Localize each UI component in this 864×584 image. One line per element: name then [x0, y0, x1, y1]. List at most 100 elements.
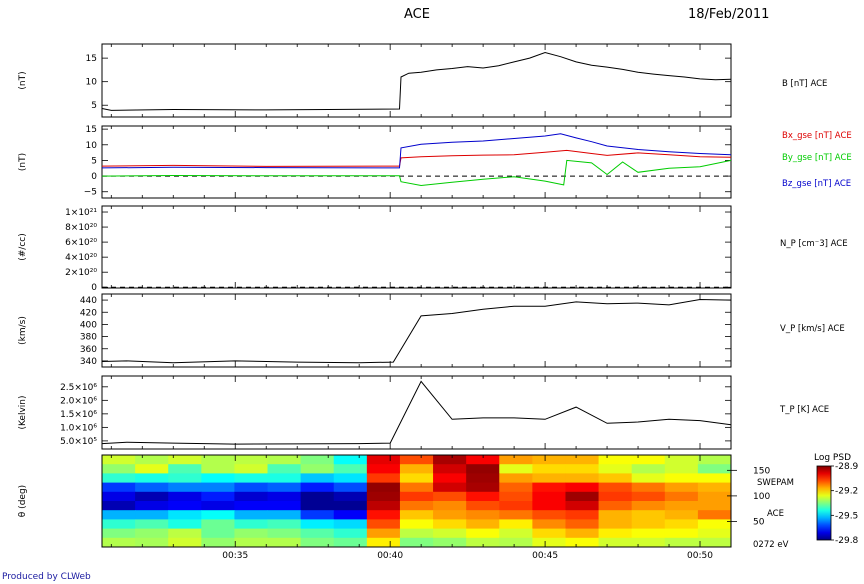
heatmap-cell	[135, 464, 169, 474]
heatmap-cell	[333, 528, 368, 539]
instrument-label: SWEPAM	[757, 478, 794, 488]
colorbar-title: Log PSD	[814, 453, 851, 463]
heatmap-cell	[697, 510, 732, 520]
heatmap-cell	[102, 482, 136, 493]
heatmap-cell	[201, 528, 235, 539]
heatmap-cell	[300, 455, 335, 465]
heatmap-cell	[399, 491, 434, 502]
panel-frame	[101, 375, 732, 450]
heatmap-cell	[168, 510, 202, 520]
y-tick-label: 150	[753, 466, 770, 476]
heatmap-cell	[168, 482, 202, 493]
heatmap-cell	[135, 519, 169, 530]
heatmap-cell	[631, 501, 666, 511]
heatmap-cell	[697, 537, 732, 548]
y-axis-label: (nT)	[18, 153, 28, 171]
y-tick-label: 0	[91, 283, 97, 293]
spacecraft-label: ACE	[767, 509, 784, 519]
heatmap-cell	[631, 455, 666, 465]
heatmap-cell	[234, 473, 269, 484]
heatmap-cell	[532, 528, 566, 539]
colorbar-tick-label: -29.5	[835, 511, 858, 521]
heatmap-cell	[466, 501, 500, 511]
x-tick-label: 00:35	[222, 551, 248, 561]
heatmap-cell	[135, 528, 169, 539]
heatmap-cell	[366, 528, 401, 539]
heatmap-cell	[499, 482, 533, 493]
y-tick-label: 2×10²⁰	[65, 268, 97, 278]
heatmap-cell	[333, 455, 368, 465]
panel-frame	[101, 205, 732, 289]
heatmap-cell	[366, 501, 401, 511]
heatmap-cell	[300, 519, 335, 530]
heatmap-cell	[433, 491, 467, 502]
heatmap-cell	[466, 519, 500, 530]
heatmap-cell	[366, 464, 401, 474]
heatmap-cell	[333, 537, 368, 548]
heatmap-cell	[697, 528, 732, 539]
series-line-TP-0	[101, 380, 732, 445]
y-tick-label: 10	[86, 141, 98, 151]
heatmap-cell	[102, 537, 136, 548]
heatmap-cell	[267, 537, 302, 548]
heatmap-cell	[598, 464, 633, 474]
panel-frame	[101, 293, 732, 368]
y-axis-label: (nT)	[18, 71, 28, 89]
colorbar	[816, 465, 832, 541]
y-tick-label: 2.5×10⁶	[60, 383, 97, 393]
heatmap-cell	[697, 491, 732, 502]
y-tick-label: 4×10²⁰	[65, 253, 97, 263]
y-tick-label: 100	[753, 492, 770, 502]
legend-label: V_P [km/s] ACE	[780, 324, 845, 334]
heatmap-cell	[631, 491, 666, 502]
series-line-Bgse-2	[101, 133, 732, 169]
heatmap-cell	[532, 473, 566, 484]
heatmap-cell	[399, 482, 434, 493]
heatmap-cell	[631, 537, 666, 548]
y-tick-label: 360	[80, 345, 97, 355]
x-tick-label: 00:45	[532, 551, 558, 561]
heatmap-cell	[499, 510, 533, 520]
series-line-B-0	[101, 51, 732, 111]
heatmap-cell	[333, 482, 368, 493]
heatmap-cell	[201, 464, 235, 474]
heatmap-cell	[201, 519, 235, 530]
heatmap-cell	[366, 510, 401, 520]
heatmap-cell	[499, 464, 533, 474]
heatmap-cell	[499, 501, 533, 511]
heatmap-cell	[565, 510, 600, 520]
heatmap-cell	[697, 473, 732, 484]
heatmap-cell	[399, 464, 434, 474]
series-line-Bgse-0	[101, 149, 732, 167]
heatmap-cell	[399, 519, 434, 530]
heatmap-cell	[234, 482, 269, 493]
heatmap-cell	[168, 455, 202, 465]
heatmap-cell	[565, 491, 600, 502]
heatmap-cell	[267, 519, 302, 530]
heatmap-cell	[201, 510, 235, 520]
heatmap-cell	[697, 501, 732, 511]
heatmap-cell	[168, 528, 202, 539]
heatmap-cell	[399, 501, 434, 511]
heatmap-cell	[598, 537, 633, 548]
heatmap-cell	[532, 510, 566, 520]
heatmap-cell	[267, 473, 302, 484]
heatmap-cell	[201, 482, 235, 493]
heatmap-cell	[532, 537, 566, 548]
y-tick-label: 440	[80, 296, 97, 306]
heatmap-cell	[267, 482, 302, 493]
heatmap-cell	[333, 510, 368, 520]
heatmap-cell	[565, 482, 600, 493]
heatmap-cell	[300, 482, 335, 493]
heatmap-cell	[366, 455, 401, 465]
heatmap-cell	[300, 501, 335, 511]
heatmap-cell	[366, 519, 401, 530]
heatmap-cell	[399, 473, 434, 484]
heatmap-cell	[466, 491, 500, 502]
heatmap-cell	[565, 528, 600, 539]
heatmap-cell	[565, 473, 600, 484]
heatmap-cell	[399, 455, 434, 465]
heatmap-cell	[102, 455, 136, 465]
heatmap-cell	[168, 464, 202, 474]
